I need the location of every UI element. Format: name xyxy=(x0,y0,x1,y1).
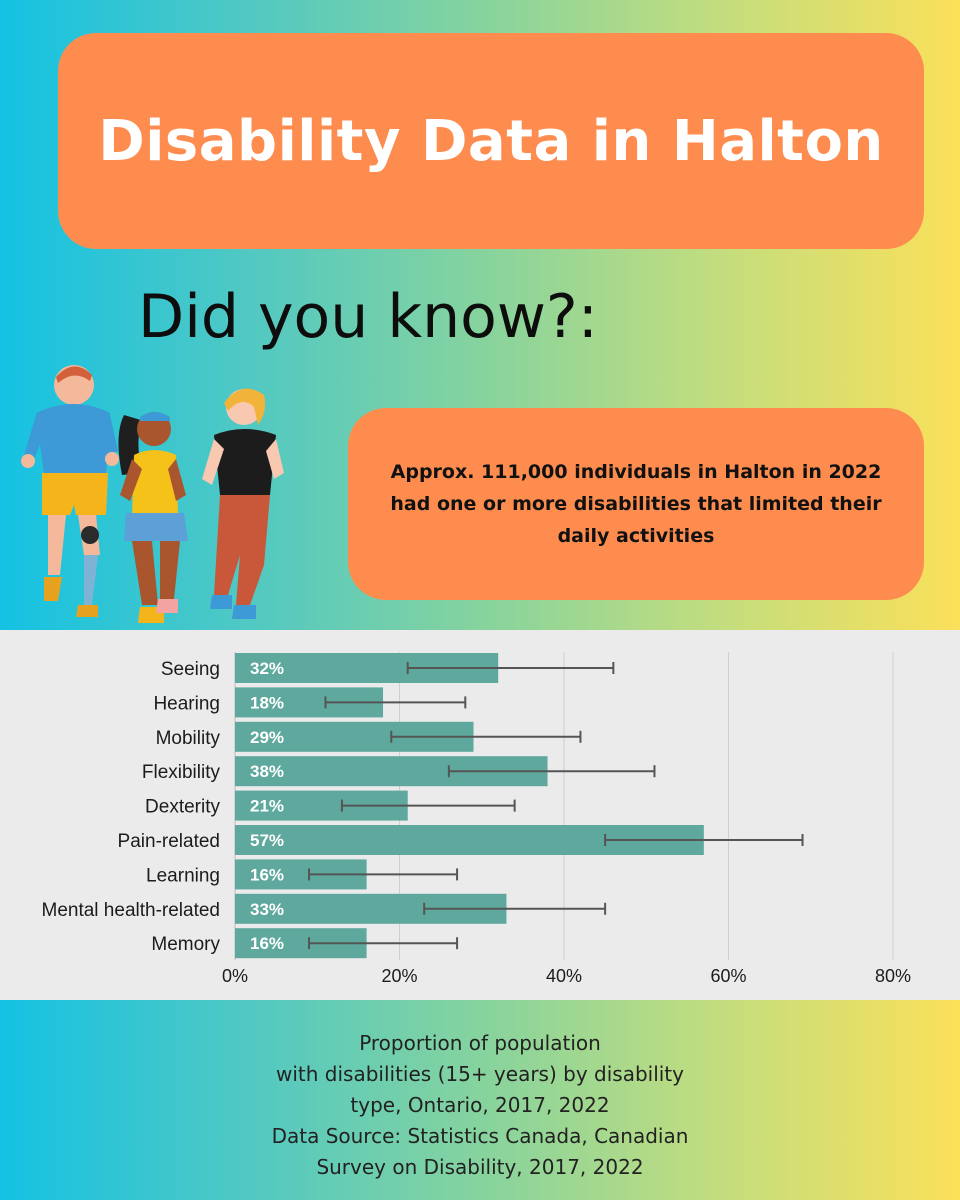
did-you-know-heading: Did you know?: xyxy=(138,282,598,352)
bar-value-label: 16% xyxy=(250,865,284,884)
x-tick-label: 20% xyxy=(381,966,417,986)
x-tick-label: 60% xyxy=(710,966,746,986)
caption-line: Proportion of population xyxy=(359,1031,601,1055)
category-label: Dexterity xyxy=(145,797,220,818)
runners-illustration xyxy=(21,365,284,623)
x-tick-label: 40% xyxy=(546,966,582,986)
bar-value-label: 21% xyxy=(250,797,284,816)
bar-chart: 32% Seeing 18% Hearing 29% Mobility 38% Flexibi… xyxy=(42,652,911,986)
bar-value-label: 33% xyxy=(250,900,284,919)
runner-black-shirt xyxy=(202,388,284,619)
page-title: Disability Data in Halton xyxy=(98,108,884,174)
runner-blue-shirt xyxy=(21,365,119,617)
caption-line: Survey on Disability, 2017, 2022 xyxy=(316,1155,644,1179)
category-label: Seeing xyxy=(161,659,220,680)
fact-text: Approx. 111,000 individuals in Halton in… xyxy=(390,461,882,547)
bar-value-label: 38% xyxy=(250,762,284,781)
category-label: Mental health-related xyxy=(42,900,221,921)
category-label: Memory xyxy=(151,934,220,955)
category-label: Flexibility xyxy=(142,762,221,783)
caption-line: Data Source: Statistics Canada, Canadian xyxy=(271,1124,689,1148)
bar-value-label: 16% xyxy=(250,934,284,953)
title-banner: Disability Data in Halton xyxy=(58,33,924,249)
category-label: Mobility xyxy=(156,728,221,749)
bar-value-label: 18% xyxy=(250,693,284,712)
x-tick-label: 0% xyxy=(222,966,248,986)
category-label: Hearing xyxy=(153,693,220,714)
bar-value-label: 57% xyxy=(250,831,284,850)
bar-value-label: 32% xyxy=(250,659,284,678)
bar-value-label: 29% xyxy=(250,728,284,747)
chart-panel: 32% Seeing 18% Hearing 29% Mobility 38% Flexibi… xyxy=(0,630,960,1000)
x-tick-label: 80% xyxy=(875,966,911,986)
chart-caption: Proportion of population with disabiliti… xyxy=(180,1028,780,1183)
caption-line: type, Ontario, 2017, 2022 xyxy=(350,1093,610,1117)
fact-box: Approx. 111,000 individuals in Halton in… xyxy=(348,408,924,600)
category-label: Learning xyxy=(146,865,220,886)
runner-yellow-top xyxy=(118,412,188,623)
caption-line: with disabilities (15+ years) by disabil… xyxy=(276,1062,684,1086)
category-label: Pain-related xyxy=(118,831,220,852)
